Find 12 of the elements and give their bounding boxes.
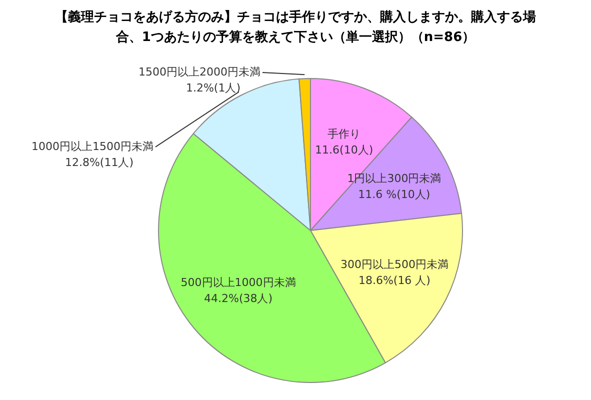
slice-label: 手作り — [328, 127, 361, 140]
slice-label: 300円以上500円未満 — [340, 258, 448, 272]
data-label: 11.6(10人) — [315, 143, 374, 156]
chart-title: 【義理チョコをあげる方のみ】チョコは手作りですか、購入しますか。購入する場合、1つあたりの予算を教えて下さい（単一選択）（n=86） — [54, 8, 537, 47]
slice-label: 1000円以上1500円未満 — [32, 140, 154, 153]
data-label: 18.6%(16 人) — [358, 274, 430, 288]
slice-label: 1円以上300円未満 — [347, 172, 442, 186]
slice-label: 500円以上1000円未満 — [180, 276, 296, 289]
slice-label: 1500円以上2000円未満 — [138, 65, 260, 78]
data-label: 44.2%(38人) — [204, 292, 273, 305]
data-label: 11.6 %(10人) — [358, 188, 430, 202]
data-label: 12.8%(11人) — [64, 156, 134, 169]
